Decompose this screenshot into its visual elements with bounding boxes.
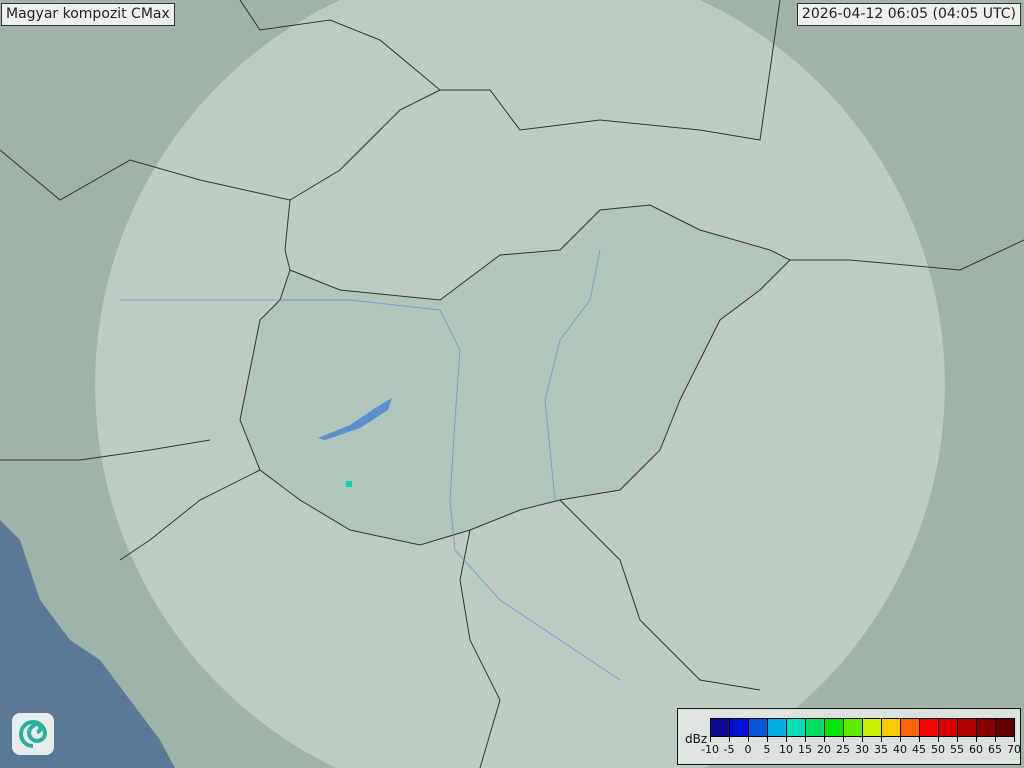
legend-swatch: [806, 719, 825, 736]
legend-tick-label: 0: [744, 743, 752, 756]
map-timestamp: 2026-04-12 06:05 (04:05 UTC): [796, 3, 1021, 26]
legend-swatch: [844, 719, 863, 736]
legend-tick-label: 70: [1007, 743, 1021, 756]
rivers: [120, 249, 621, 681]
legend-tick-label: 20: [817, 743, 831, 756]
legend-tick: [729, 737, 730, 742]
legend-color-bar: [710, 718, 1015, 737]
legend-tick-label: 50: [931, 743, 945, 756]
legend-tick: [786, 737, 787, 742]
legend-tick: [862, 737, 863, 742]
legend-tick: [1014, 737, 1015, 742]
legend-tick: [767, 737, 768, 742]
legend-swatch: [768, 719, 787, 736]
legend-swatch: [996, 719, 1014, 736]
legend-tick-label: -10: [701, 743, 719, 756]
map-title: Magyar kompozit CMax: [1, 3, 175, 26]
legend-swatch: [863, 719, 882, 736]
legend-swatch: [939, 719, 958, 736]
legend-tick-label: 15: [798, 743, 812, 756]
legend-tick-label: 45: [912, 743, 926, 756]
legend-ticks: -10 -5 0 5 10 15 20 25 30 35 40 45 50 55 60 65 70: [701, 737, 1021, 759]
legend-unit: dBz: [685, 732, 708, 746]
legend-swatch: [787, 719, 806, 736]
legend-swatch: [920, 719, 939, 736]
legend-swatch: [882, 719, 901, 736]
adriatic-sea: [0, 520, 175, 768]
legend-tick: [843, 737, 844, 742]
legend-swatch: [749, 719, 768, 736]
legend-tick: [919, 737, 920, 742]
legend-swatch: [711, 719, 730, 736]
legend-tick: [805, 737, 806, 742]
legend-tick: [957, 737, 958, 742]
legend-tick: [938, 737, 939, 742]
hungary-area: [240, 205, 790, 545]
legend-tick: [881, 737, 882, 742]
legend-tick-label: 35: [874, 743, 888, 756]
dbz-color-legend: dBz -10 -5 0 5 10 15 20 25 30 35 40 45 50 55 60 65 70: [677, 708, 1021, 765]
legend-tick: [824, 737, 825, 742]
legend-tick-label: 25: [836, 743, 850, 756]
legend-tick-label: 60: [969, 743, 983, 756]
legend-tick-label: 40: [893, 743, 907, 756]
legend-swatch: [977, 719, 996, 736]
legend-tick-label: 65: [988, 743, 1002, 756]
legend-tick-label: 5: [763, 743, 771, 756]
legend-tick: [710, 737, 711, 742]
legend-tick-label: -5: [723, 743, 735, 756]
radar-echo: [346, 481, 352, 487]
legend-tick-label: 30: [855, 743, 869, 756]
legend-tick: [995, 737, 996, 742]
lake-balaton: [318, 398, 392, 440]
legend-swatch: [958, 719, 977, 736]
legend-swatch: [730, 719, 749, 736]
legend-swatch: [825, 719, 844, 736]
legend-swatch: [901, 719, 920, 736]
legend-tick: [976, 737, 977, 742]
legend-tick-label: 55: [950, 743, 964, 756]
legend-tick: [900, 737, 901, 742]
swirl-logo-icon: [12, 713, 54, 755]
legend-tick-label: 10: [779, 743, 793, 756]
legend-tick: [748, 737, 749, 742]
